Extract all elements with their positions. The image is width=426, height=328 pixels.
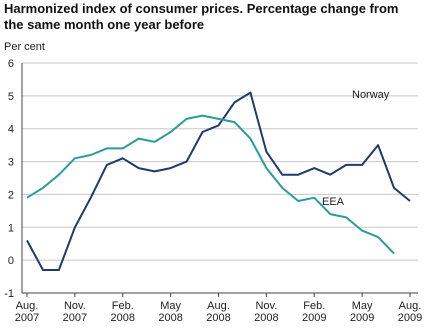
x-tick-label: May 2008 [158,300,182,324]
x-tick-label-line: 2008 [206,312,230,324]
x-tick-label-line: 2007 [63,312,87,324]
x-tick-label-line: Aug. [207,300,230,312]
series-line [26,114,395,255]
legend-label: Norway [352,89,390,101]
y-tick-label: 3 [8,157,14,169]
legend-label: EEA [322,196,345,208]
chart-title: the same month one year before [4,17,204,32]
x-tick-label-line: 2009 [302,312,326,324]
y-tick-label: 1 [8,222,14,234]
y-tick-label: 2 [8,189,14,201]
x-tick-label-line: Aug. [16,300,39,312]
x-tick-label: Aug. 2008 [206,300,230,324]
x-tick-label: Feb. 2009 [302,300,326,324]
x-tick-label-line: 2008 [158,312,182,324]
series-line [26,91,411,271]
x-tick-label-line: Feb. [112,300,134,312]
x-tick-label-line: Aug. [399,300,422,312]
y-tick-label: 4 [8,124,14,136]
y-tick-label: 0 [8,255,14,267]
x-tick-label-line: Feb. [303,300,325,312]
y-tick-label: 6 [8,58,14,70]
x-tick-label-line: 2007 [15,312,39,324]
x-tick-label-line: 2008 [111,312,135,324]
x-tick-label: Nov. 2008 [254,300,278,324]
x-tick-label: Feb. 2008 [111,300,135,324]
x-tick-label-line: Nov. [255,300,277,312]
x-tick-label: May 2009 [350,300,374,324]
x-tick-label: Nov. 2007 [63,300,87,324]
y-tick-label: -1 [4,288,14,300]
x-tick-label: Aug. 2009 [398,300,422,324]
y-axis-label: Per cent [4,41,45,53]
x-tick-label-line: 2009 [350,312,374,324]
x-tick-label-line: Nov. [64,300,86,312]
x-tick-label-line: May [352,300,373,312]
chart-title: Harmonized index of consumer prices. Per… [4,1,398,16]
x-tick-label-line: 2008 [254,312,278,324]
y-tick-label: 5 [8,91,14,103]
x-tick-label-line: 2009 [398,312,422,324]
x-tick-label: Aug. 2007 [15,300,39,324]
x-tick-label-line: May [160,300,181,312]
